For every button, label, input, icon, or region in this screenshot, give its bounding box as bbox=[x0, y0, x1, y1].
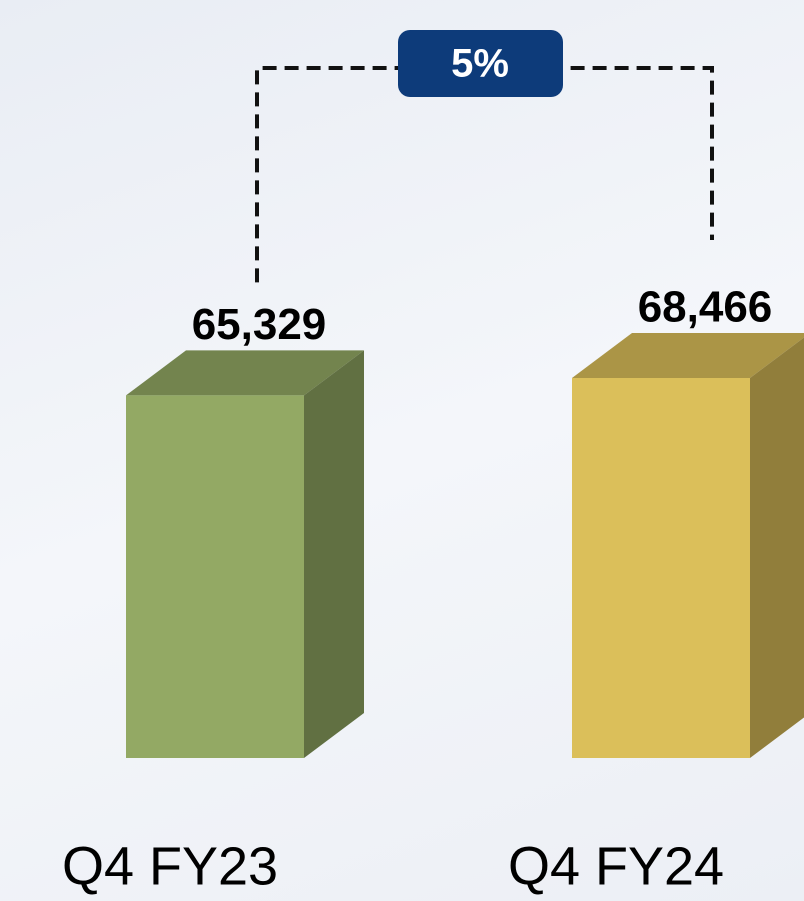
bar-side bbox=[304, 350, 364, 758]
badge bbox=[398, 30, 563, 97]
bracket bbox=[255, 66, 714, 283]
category-label: Q4 FY24 bbox=[508, 836, 724, 896]
bar bbox=[126, 395, 304, 758]
badge-label: 5% bbox=[451, 42, 509, 86]
category-label: Q4 FY23 bbox=[62, 836, 278, 896]
bar-top bbox=[572, 333, 804, 378]
value-label: 65,329 bbox=[192, 300, 327, 349]
bar bbox=[572, 378, 750, 758]
value-label: 68,466 bbox=[638, 283, 773, 332]
bar-top bbox=[126, 350, 364, 396]
bar-side bbox=[750, 337, 804, 758]
